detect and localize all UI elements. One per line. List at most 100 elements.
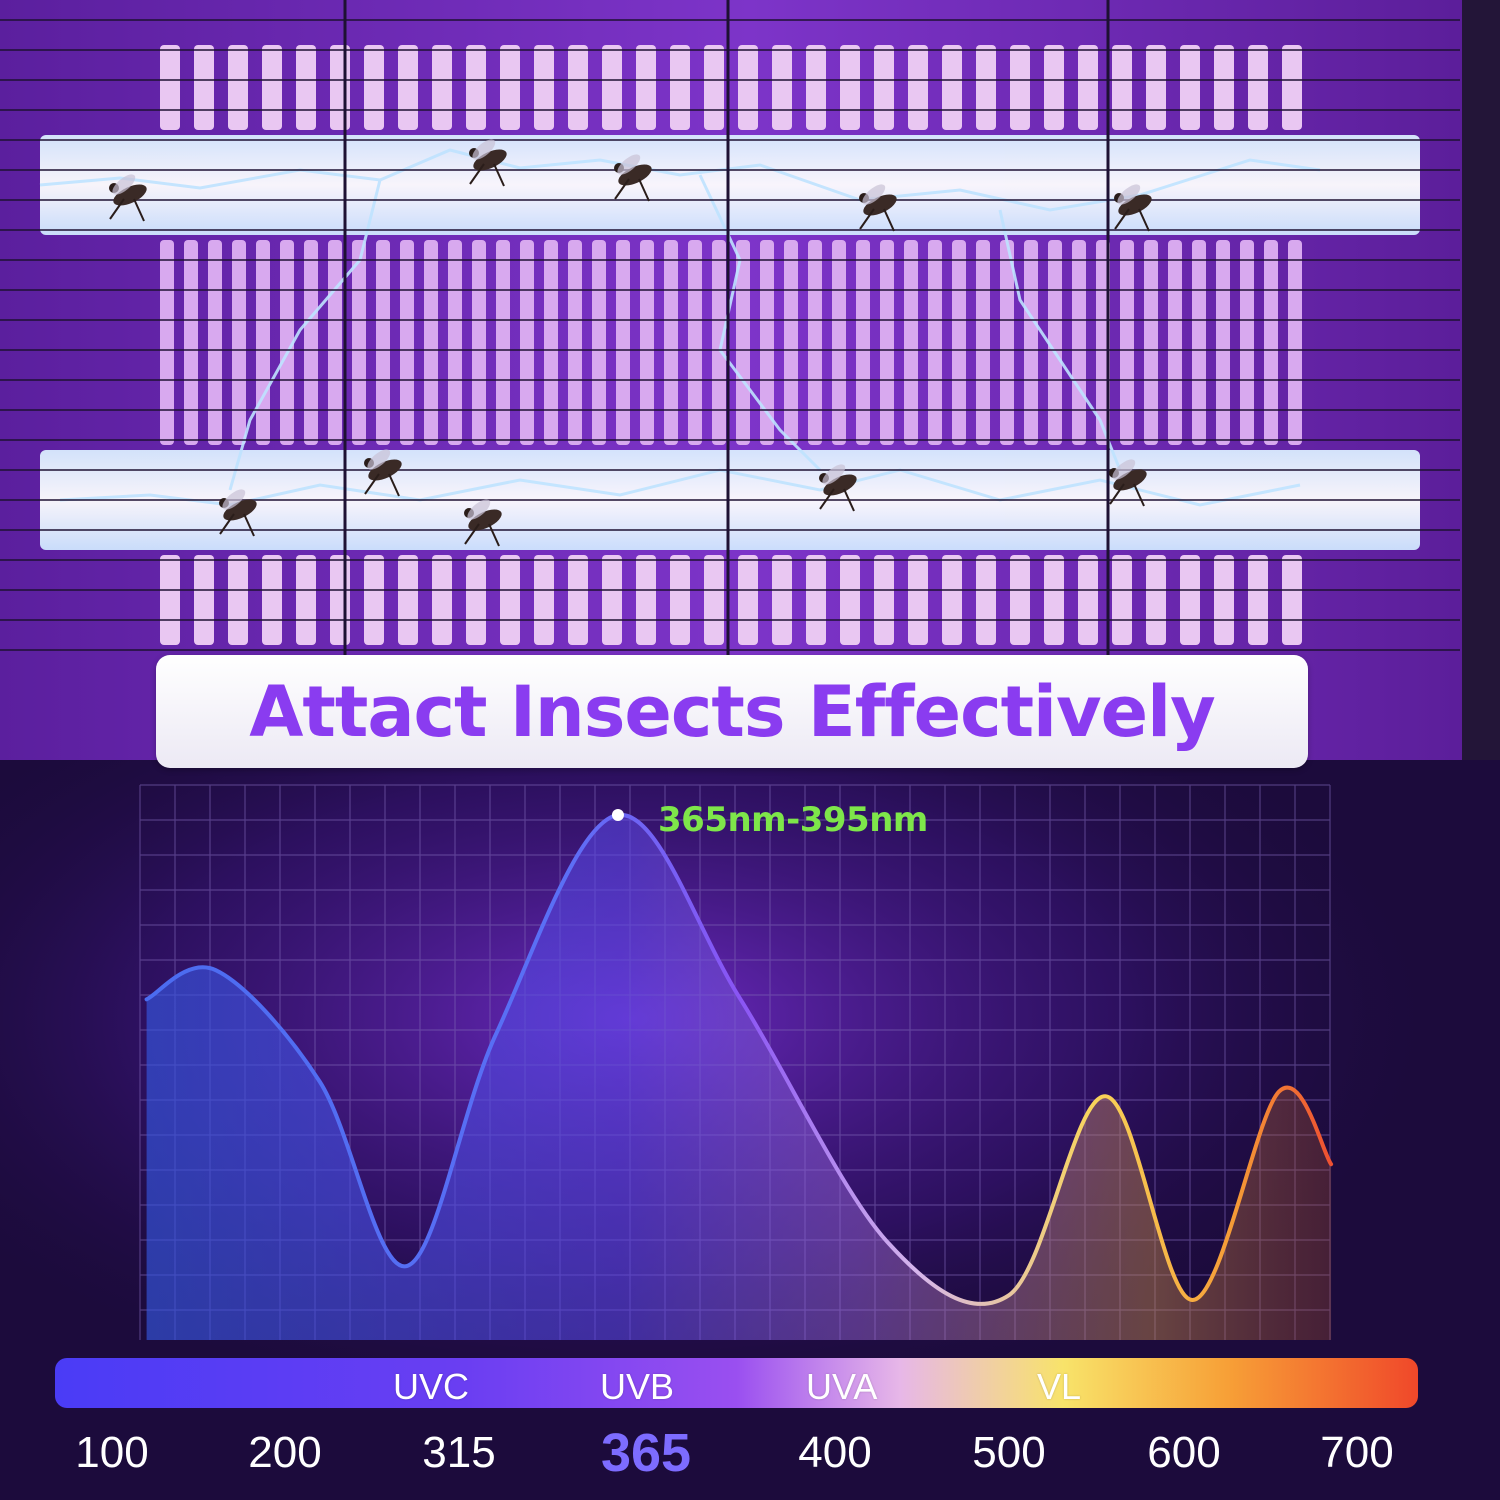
grille-slat (448, 240, 462, 445)
grille-slat (1216, 240, 1230, 445)
insect-icon (464, 499, 502, 547)
grille-slat (376, 240, 390, 445)
grille-slat (352, 240, 366, 445)
grille-slat (976, 555, 996, 645)
grille-slat (1180, 45, 1200, 130)
grille-slat (466, 555, 486, 645)
grille-slat (1288, 240, 1302, 445)
grille-slat (1010, 555, 1030, 645)
grille-slat (1282, 45, 1302, 130)
grille-bottom (160, 555, 1302, 645)
band-label-uvb: UVB (600, 1366, 675, 1407)
grille-slat (228, 45, 248, 130)
grille-slat (856, 240, 870, 445)
grille-slat (568, 45, 588, 130)
grille-slat (1120, 240, 1134, 445)
grille-slat (364, 555, 384, 645)
grille-slat (1112, 45, 1132, 130)
grille-slat (772, 45, 792, 130)
grille-slat (534, 45, 554, 130)
grille-slat (1168, 240, 1182, 445)
x-tick-label: 400 (798, 1428, 872, 1477)
insect-icon (364, 449, 402, 497)
grille-slat (500, 555, 520, 645)
grille-middle (160, 240, 1302, 445)
grille-slat (760, 240, 774, 445)
insect-icon (1109, 459, 1147, 507)
grille-slat (942, 45, 962, 130)
grille-slat (466, 45, 486, 130)
grille-slat (472, 240, 486, 445)
grille-slat (806, 45, 826, 130)
grille-slat (592, 240, 606, 445)
grille-slat (232, 240, 246, 445)
grille-slat (704, 45, 724, 130)
grille-slat (832, 240, 846, 445)
grille-slat (1146, 45, 1166, 130)
grille-slat (1180, 555, 1200, 645)
insect-icon (614, 154, 652, 202)
insect-icon (109, 174, 147, 222)
grille-slat (398, 45, 418, 130)
grille-slat (1010, 45, 1030, 130)
headline-banner: Attact Insects Effectively (156, 655, 1308, 768)
grille-slat (738, 555, 758, 645)
x-tick-label: 700 (1320, 1428, 1394, 1477)
grille-slat (400, 240, 414, 445)
grille-slat (806, 555, 826, 645)
grille-slat (160, 240, 174, 445)
grille-slat (330, 45, 350, 130)
x-tick-label: 200 (248, 1428, 322, 1477)
insect-icon (819, 464, 857, 512)
grille-slat (280, 240, 294, 445)
grille-slat (942, 555, 962, 645)
headline: Attact Insects Effectively (249, 670, 1216, 753)
grille-slat (712, 240, 726, 445)
grille-slat (184, 240, 198, 445)
grille-slat (1044, 555, 1064, 645)
grille-slat (1044, 45, 1064, 130)
grille-slat (704, 555, 724, 645)
insect-icon (859, 184, 897, 232)
grille-slat (520, 240, 534, 445)
spectrum-curve-fill (146, 814, 1332, 1340)
grille-slat (874, 45, 894, 130)
grille-slat (1214, 555, 1234, 645)
grille-slat (616, 240, 630, 445)
grille-slat (328, 240, 342, 445)
grille-slat (880, 240, 894, 445)
grille-slat (908, 555, 928, 645)
grille-slat (636, 45, 656, 130)
grille-slat (602, 555, 622, 645)
band-label-uva: UVA (806, 1366, 878, 1407)
grille-slat (1240, 240, 1254, 445)
grille-slat (738, 45, 758, 130)
x-tick-label: 500 (972, 1428, 1046, 1477)
grille-slat (602, 45, 622, 130)
x-tick-label-highlight: 365 (600, 1423, 692, 1483)
grille-slat (160, 45, 180, 130)
grille-top (160, 45, 1302, 130)
grille-slat (544, 240, 558, 445)
grille-slat (256, 240, 270, 445)
grille-slat (1214, 45, 1234, 130)
grille-slat (304, 240, 318, 445)
grille-slat (432, 45, 452, 130)
grille-slat (640, 240, 654, 445)
grille-slat (1078, 555, 1098, 645)
grille-slat (262, 45, 282, 130)
grille-slat (364, 45, 384, 130)
grille-slat (1078, 45, 1098, 130)
grille-slat (160, 555, 180, 645)
insect-icon (469, 139, 507, 187)
grille-slat (1248, 45, 1268, 130)
peak-wavelength-label: 365nm-395nm (658, 800, 928, 840)
grille-slat (398, 555, 418, 645)
grille-slat (568, 555, 588, 645)
grille-slat (1264, 240, 1278, 445)
protective-grid-frame (0, 0, 1500, 760)
grille-slat (670, 555, 690, 645)
grille-slat (194, 45, 214, 130)
